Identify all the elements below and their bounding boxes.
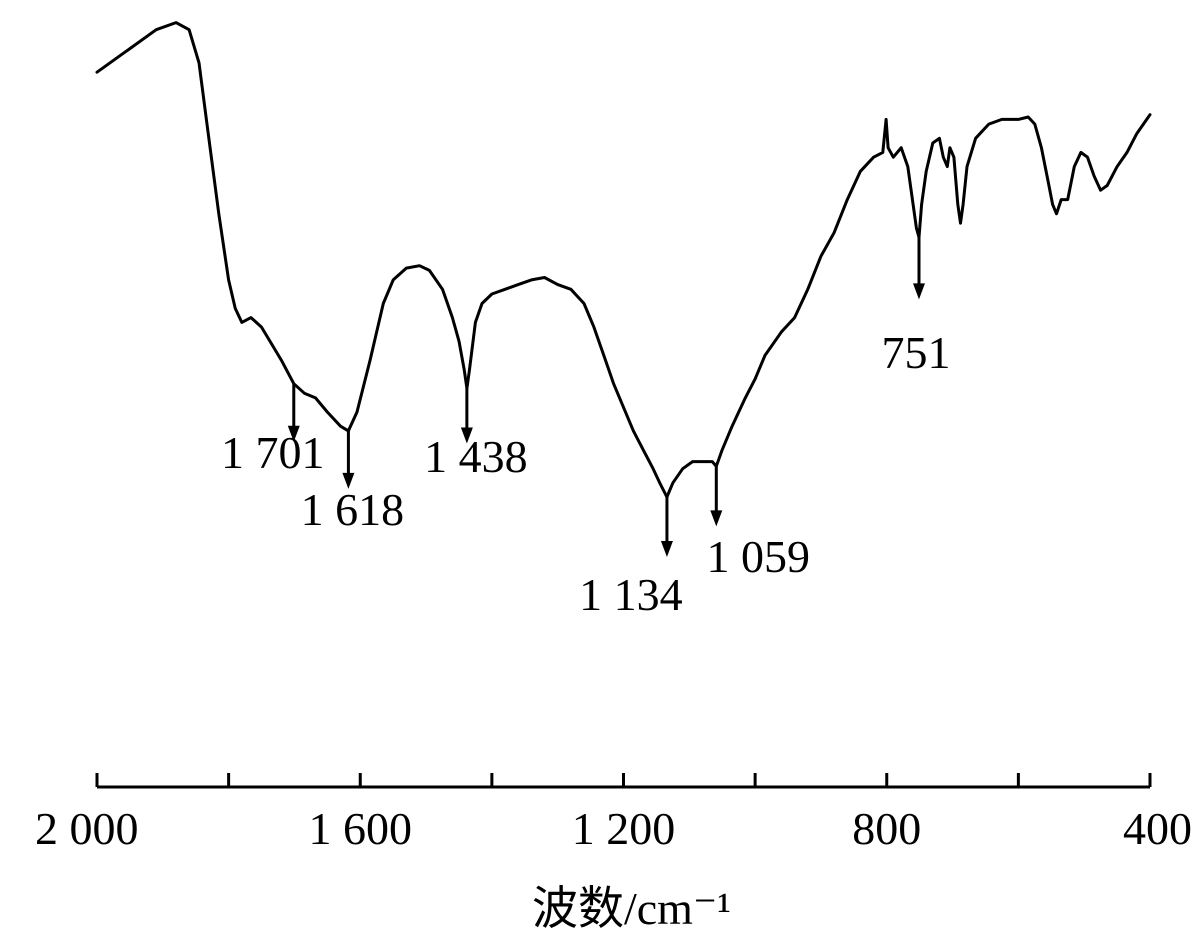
peak-annotation: 1 134 (579, 497, 683, 620)
peak-label: 1 618 (301, 484, 405, 535)
x-axis: 2 000 1 600 1 200 800 400 波数/cm⁻¹ (35, 773, 1192, 934)
x-tick-label: 400 (1123, 803, 1192, 854)
x-tick-label: 1 600 (309, 803, 413, 854)
plot-area: 1 701 1 618 1 438 1 134 1 059 751 (95, 21, 1152, 620)
x-ticks: 2 000 1 600 1 200 800 400 (35, 773, 1192, 854)
spectrum-line (95, 21, 1152, 499)
peak-label: 751 (881, 327, 950, 378)
peak-annotation: 751 (881, 237, 950, 378)
peak-annotation: 1 618 (301, 430, 405, 535)
peak-label: 1 134 (579, 569, 683, 620)
x-tick-label: 1 200 (572, 803, 676, 854)
peak-label: 1 059 (707, 531, 811, 582)
peak-annotation: 1 438 (424, 388, 528, 482)
x-tick-label: 2 000 (35, 803, 139, 854)
peak-arrow-head (710, 510, 723, 527)
peak-arrow-head (460, 427, 473, 444)
peak-label: 1 701 (221, 427, 325, 478)
x-axis-title: 波数/cm⁻¹ (532, 883, 731, 934)
peak-arrow-head (287, 425, 300, 442)
peak-annotation: 1 059 (707, 466, 811, 582)
peak-label: 1 438 (424, 431, 528, 482)
peak-arrow-head (342, 472, 355, 489)
x-tick-label: 800 (852, 803, 921, 854)
peak-annotation: 1 701 (221, 383, 325, 478)
peak-annotations: 1 701 1 618 1 438 1 134 1 059 751 (221, 237, 950, 620)
peak-arrow-head (660, 541, 673, 557)
peak-arrow-head (912, 283, 925, 300)
